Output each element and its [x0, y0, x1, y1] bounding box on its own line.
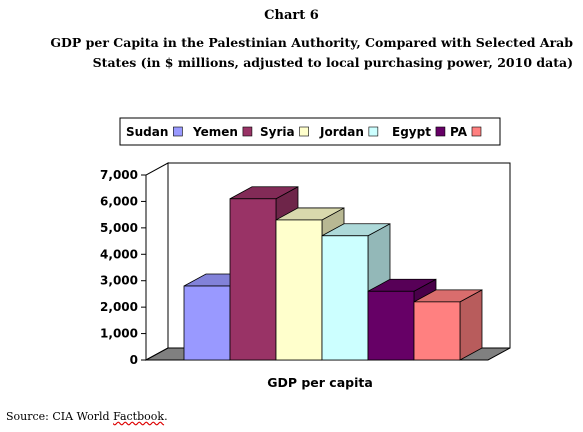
y-tick-label: 2,000: [100, 300, 138, 314]
legend-item: PA: [450, 125, 482, 139]
chart-title-line-1: GDP per Capita in the Palestinian Author…: [50, 35, 573, 50]
y-axis-ticks: 0 1,000 2,000 3,000 4,000 5,000 6,000 7,000: [100, 168, 146, 367]
source-prefix: Source: CIA World: [6, 410, 114, 423]
bar-front: [229, 198, 277, 361]
chart-number: Chart 6: [264, 8, 319, 23]
chart-title-line-2: States (in $ millions, adjusted to local…: [92, 55, 573, 70]
bar-front: [275, 219, 323, 361]
bars: [183, 186, 483, 361]
legend-swatch: [173, 126, 183, 137]
legend-swatch: [435, 126, 446, 137]
legend-swatch: [299, 126, 309, 137]
bar-pa: [413, 289, 483, 361]
legend-label: Yemen: [192, 125, 238, 139]
y-tick-label: 7,000: [100, 168, 138, 182]
side-wall: [145, 162, 169, 361]
legend: Sudan Yemen Syria Jordan Egypt PA: [126, 125, 482, 139]
legend-label: PA: [450, 125, 468, 139]
legend-swatch: [471, 126, 482, 137]
legend-label: Sudan: [126, 125, 168, 139]
bar-front: [183, 285, 231, 361]
legend-item: Egypt: [392, 125, 446, 139]
legend-item: Yemen: [192, 125, 253, 139]
bar-front: [367, 290, 415, 361]
legend-swatch: [242, 126, 253, 137]
source-factbook: Factbook: [113, 410, 165, 423]
x-axis-label: GDP per capita: [267, 375, 373, 390]
legend-swatch: [368, 126, 379, 137]
chart-title: GDP per Capita in the Palestinian Author…: [10, 33, 573, 73]
legend-item: Sudan: [126, 125, 183, 139]
legend-label: Jordan: [319, 125, 364, 139]
y-tick-label: 3,000: [100, 274, 138, 288]
bar-front: [321, 235, 369, 361]
bar-front: [413, 301, 461, 361]
legend-item: Jordan: [319, 125, 379, 139]
source-suffix: .: [164, 410, 168, 423]
legend-label: Syria: [260, 125, 295, 139]
y-tick-label: 5,000: [100, 221, 138, 235]
y-tick-label: 4,000: [100, 247, 138, 261]
y-tick-label: 6,000: [100, 194, 138, 208]
legend-label: Egypt: [392, 125, 431, 139]
legend-item: Syria: [260, 125, 309, 139]
source-note: Source: CIA World Factbook.: [6, 410, 168, 423]
y-tick-label: 1,000: [100, 327, 138, 341]
y-tick-label: 0: [130, 353, 138, 367]
